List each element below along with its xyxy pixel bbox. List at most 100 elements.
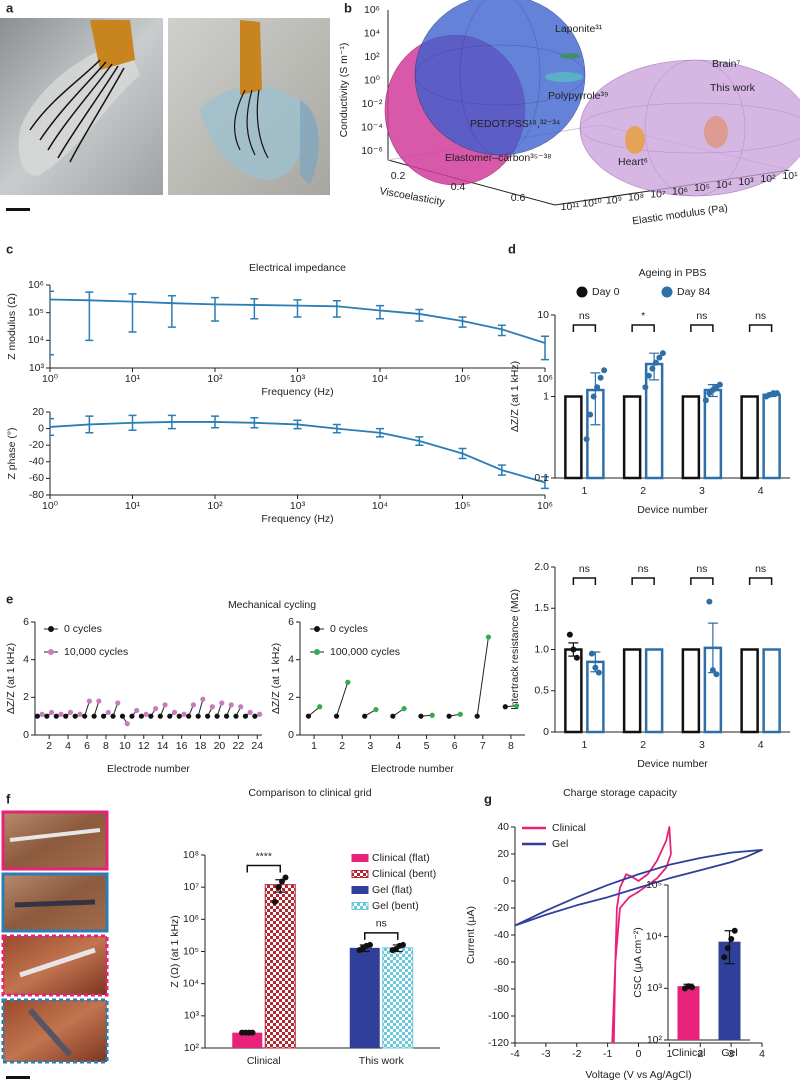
x-tick-label: 3 bbox=[367, 740, 373, 752]
material-label: This work bbox=[710, 82, 756, 94]
data-point bbox=[44, 713, 50, 719]
data-point bbox=[513, 703, 520, 709]
error-bar bbox=[332, 423, 341, 434]
photo-a-right bbox=[168, 18, 330, 195]
x-tick-label: 10² bbox=[207, 373, 223, 385]
y-tick-label: 6 bbox=[288, 616, 294, 628]
x-tick-label: -4 bbox=[510, 1048, 519, 1060]
y-tick-label: 20 bbox=[497, 848, 509, 860]
data-point bbox=[566, 631, 573, 638]
x-tick-label: 10¹ bbox=[125, 500, 141, 512]
y-tick-label: 0.1 bbox=[534, 472, 549, 484]
bar bbox=[762, 648, 781, 734]
data-point bbox=[157, 713, 163, 719]
y-axis-label: Current (μA) bbox=[465, 906, 477, 964]
x-tick-label: 4 bbox=[758, 485, 764, 497]
data-point bbox=[200, 696, 206, 702]
significance-label: ns bbox=[696, 563, 707, 575]
y-tick-label: 10⁻² bbox=[362, 98, 383, 110]
y-axis-label: Intertrack resistance (MΩ) bbox=[509, 589, 521, 710]
line bbox=[515, 849, 763, 927]
x-tick-label: 3 bbox=[728, 1048, 734, 1060]
error-bar bbox=[167, 414, 176, 430]
data-point bbox=[272, 898, 278, 905]
x-tick-label: 10⁰ bbox=[42, 373, 58, 385]
axis-line bbox=[49, 285, 545, 369]
data-point bbox=[223, 713, 230, 719]
data-point bbox=[659, 350, 666, 357]
data-point bbox=[48, 709, 55, 716]
legend-swatch bbox=[48, 626, 54, 632]
plot-area bbox=[50, 290, 549, 361]
x-tick-label: 0.6 bbox=[511, 192, 526, 204]
panel-label: d bbox=[508, 241, 516, 256]
x-axis-label: Voltage (V vs Ag/AgCl) bbox=[585, 1069, 691, 1081]
x-tick-label: -3 bbox=[541, 1048, 550, 1060]
data-point bbox=[171, 709, 178, 716]
data-point bbox=[82, 713, 88, 719]
data-point bbox=[592, 664, 599, 671]
data-point bbox=[186, 713, 192, 719]
bar bbox=[740, 395, 759, 480]
data-point bbox=[58, 711, 64, 717]
legend-swatch bbox=[314, 626, 320, 632]
y-axis-label: ΔZ/Z (at 1 kHz) bbox=[509, 361, 521, 432]
data-point bbox=[502, 704, 508, 710]
material-label: Polypyrrole³⁹ bbox=[548, 90, 609, 102]
y-axis-label: Z modulus (Ω) bbox=[6, 293, 18, 360]
legend-label: 0 cycles bbox=[64, 623, 102, 635]
x-tick-label: 3 bbox=[699, 485, 705, 497]
x-tick-label: 10¹ bbox=[125, 373, 141, 385]
data-point bbox=[573, 654, 580, 661]
data-point bbox=[53, 713, 59, 719]
x-tick-label: 1 bbox=[581, 739, 587, 751]
x-axis-label: Device number bbox=[637, 758, 708, 770]
bar bbox=[622, 648, 642, 734]
data-point bbox=[583, 436, 590, 443]
data-point bbox=[252, 713, 258, 719]
y-tick-label: 0 bbox=[503, 875, 509, 887]
data-point bbox=[275, 884, 282, 891]
y-tick-label: -80 bbox=[29, 489, 44, 501]
data-point bbox=[485, 634, 492, 640]
error-bar bbox=[50, 417, 54, 436]
data-point bbox=[100, 713, 107, 719]
connector bbox=[93, 700, 100, 717]
panel-label: f bbox=[6, 791, 11, 806]
x-tick-label: 10⁴ bbox=[372, 500, 388, 512]
x-tick-label: 10⁵ bbox=[454, 373, 470, 385]
error-bar bbox=[541, 335, 549, 361]
error-bar bbox=[85, 415, 94, 434]
y-tick-label: 10⁻⁴ bbox=[361, 121, 383, 133]
y-tick-label: 4 bbox=[288, 653, 294, 665]
axis-line bbox=[299, 622, 525, 736]
x-tick-label: Gel bbox=[721, 1047, 737, 1059]
data-point bbox=[594, 384, 601, 391]
x-tick-label: 6 bbox=[84, 740, 90, 752]
line bbox=[50, 421, 546, 484]
x-tick-label: 0 bbox=[636, 1048, 642, 1060]
y-tick-label: 10² bbox=[647, 1034, 663, 1046]
y-tick-label: -40 bbox=[494, 929, 509, 941]
x-tick-label: 10 bbox=[119, 740, 131, 752]
x-tick-label: 10³ bbox=[290, 373, 306, 385]
bar bbox=[718, 941, 741, 1040]
data-point bbox=[39, 711, 45, 717]
data-point bbox=[167, 713, 173, 719]
y-tick-label: -20 bbox=[494, 902, 509, 914]
data-point bbox=[595, 669, 602, 676]
y-axis-label: ΔZ/Z (at 1 kHz) bbox=[270, 643, 282, 714]
x-tick-label: 10⁴ bbox=[372, 373, 388, 385]
legend-swatch bbox=[351, 854, 369, 862]
material-label: Brain⁷ bbox=[712, 58, 741, 70]
data-point bbox=[86, 698, 92, 704]
data-point bbox=[713, 671, 720, 678]
z-tick-label: 10⁹ bbox=[606, 195, 622, 207]
x-tick-label: 10⁶ bbox=[537, 500, 553, 512]
data-point bbox=[219, 700, 225, 706]
connector bbox=[84, 700, 90, 717]
data-point bbox=[63, 713, 69, 719]
x-tick-label: 2 bbox=[339, 740, 345, 752]
bar bbox=[349, 947, 380, 1048]
panel-label: c bbox=[6, 241, 13, 256]
